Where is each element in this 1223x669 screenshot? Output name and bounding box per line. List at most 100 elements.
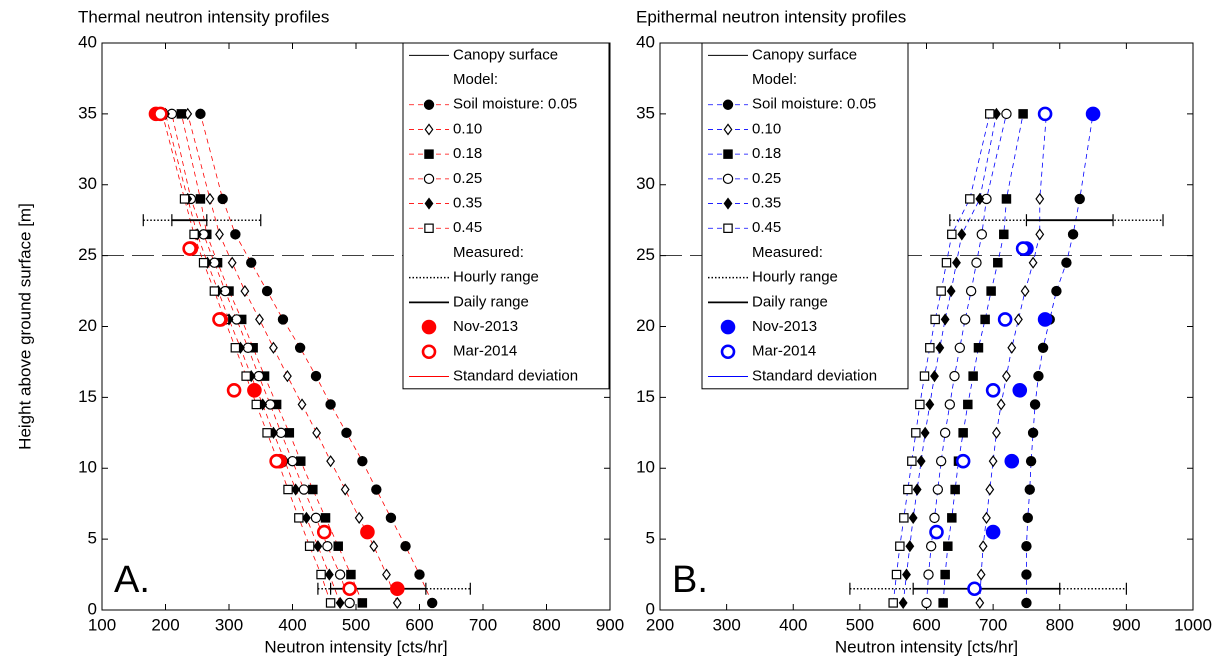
marker [916, 455, 926, 468]
marker [335, 596, 345, 609]
marker [424, 223, 434, 233]
marker [1002, 370, 1011, 383]
marker [333, 541, 343, 551]
y-tick-label: 0 [646, 599, 655, 618]
legend-label: Canopy surface [453, 46, 558, 63]
marker [722, 173, 734, 185]
legend: Canopy surface Model: Soil moisture: 0.05 0… [701, 42, 909, 390]
y-tick-label: 20 [78, 316, 97, 335]
marker [313, 540, 323, 553]
marker [324, 568, 334, 581]
marker [975, 596, 985, 609]
marker [985, 483, 995, 496]
x-tick-label: 700 [979, 615, 1007, 634]
model-line [187, 113, 398, 604]
marker [935, 455, 947, 467]
legend-label: Daily range [752, 293, 828, 310]
marker [341, 427, 352, 439]
marker [310, 512, 322, 524]
marker [930, 314, 940, 325]
marker [944, 399, 956, 410]
marker [357, 598, 368, 608]
marker [1007, 341, 1017, 354]
legend-label: Hourly range [752, 269, 838, 286]
marker [920, 426, 930, 439]
marker [1035, 228, 1045, 241]
x-tick-label: 700 [469, 615, 497, 634]
legend-label: 0.25 [453, 170, 482, 187]
legend-label: Measured: [752, 244, 823, 261]
marker [992, 426, 1001, 439]
marker [936, 286, 946, 296]
marker [929, 512, 940, 524]
marker [277, 314, 289, 325]
marker [215, 228, 224, 241]
marker [921, 597, 932, 609]
marker [925, 541, 937, 552]
marker [284, 428, 295, 438]
x-tick-label: 500 [846, 615, 874, 634]
marker [334, 569, 346, 580]
marker [1021, 569, 1032, 580]
marker [325, 598, 336, 608]
marker [198, 257, 209, 268]
marker [308, 484, 318, 495]
marker [967, 581, 982, 597]
marker [952, 256, 961, 269]
marker [1024, 484, 1035, 495]
legend-label: 0.18 [752, 145, 781, 162]
x-tick-label: 200 [151, 615, 179, 634]
marker [1015, 241, 1031, 256]
marker [227, 256, 237, 269]
chart-title: Thermal neutron intensity profiles [78, 7, 329, 26]
y-tick-label: 35 [636, 103, 655, 122]
legend-label: Standard deviation [453, 367, 578, 384]
marker [326, 455, 336, 468]
chart-title: Epithermal neutron intensity profiles [636, 7, 906, 26]
marker [322, 541, 333, 552]
marker [424, 197, 434, 210]
marker [723, 149, 733, 159]
marker [423, 99, 435, 110]
marker [262, 428, 272, 438]
marker [1051, 285, 1062, 297]
legend: Canopy surface Model: Soil moisture: 0.05 0… [402, 42, 610, 390]
x-tick-label: 400 [779, 615, 807, 634]
marker [385, 512, 397, 524]
marker [1012, 382, 1028, 398]
marker [947, 229, 957, 240]
marker [371, 484, 382, 495]
marker [946, 284, 956, 298]
marker [261, 285, 273, 297]
marker [902, 568, 911, 581]
x-tick-label: 600 [405, 615, 433, 634]
y-tick-label: 15 [636, 387, 655, 406]
marker [424, 123, 434, 136]
marker [980, 314, 990, 325]
marker [195, 108, 206, 120]
marker [997, 312, 1013, 327]
marker [357, 455, 368, 467]
model-line [942, 113, 1024, 603]
marker [985, 382, 1001, 398]
x-tick-label: 100 [88, 615, 116, 634]
legend-label: Daily range [453, 293, 529, 310]
y-tick-label: 20 [636, 316, 655, 335]
marker [1021, 597, 1032, 609]
marker [255, 313, 264, 326]
marker [911, 428, 921, 438]
marker [720, 344, 736, 360]
legend-label: 0.45 [752, 219, 781, 236]
marker [205, 192, 215, 206]
marker [720, 319, 736, 335]
marker [360, 524, 375, 540]
marker [240, 284, 250, 298]
legend-label: Hourly range [453, 269, 539, 286]
marker [940, 569, 950, 580]
y-tick-label: 40 [78, 32, 97, 51]
marker [212, 312, 227, 327]
marker [1037, 106, 1053, 122]
y-tick-label: 0 [88, 599, 97, 618]
x-tick-label: 200 [646, 615, 674, 634]
